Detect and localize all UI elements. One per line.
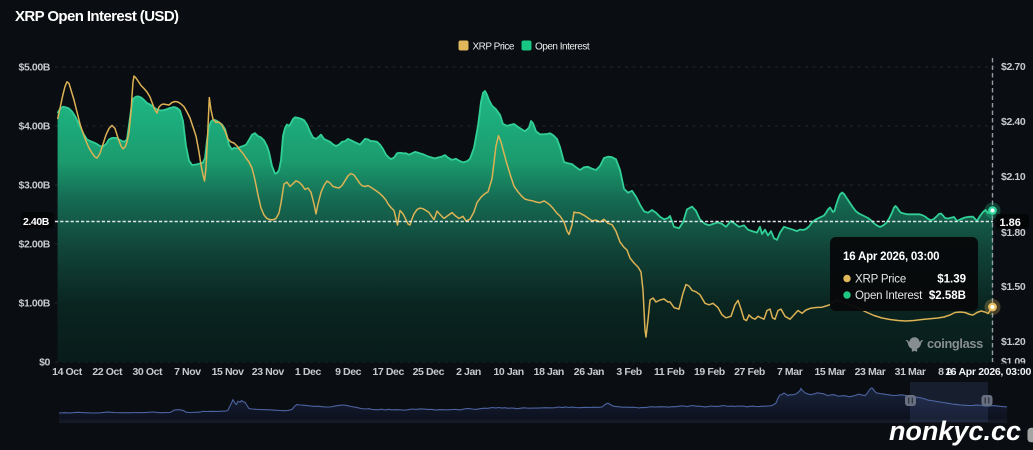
svg-text:18 Jan: 18 Jan [534, 366, 564, 378]
svg-text:14 Oct: 14 Oct [52, 366, 83, 378]
svg-text:7 Nov: 7 Nov [174, 366, 201, 378]
svg-text:$3.00B: $3.00B [19, 180, 51, 192]
svg-text:$1.39: $1.39 [937, 274, 966, 286]
svg-text:27 Feb: 27 Feb [734, 366, 765, 378]
svg-text:coinglass: coinglass [927, 336, 983, 351]
svg-text:$2.00B: $2.00B [19, 239, 51, 251]
svg-text:nonkyc.cc: nonkyc.cc [889, 416, 1021, 446]
svg-text:31 Mar: 31 Mar [895, 366, 926, 378]
svg-text:$2.58B: $2.58B [929, 290, 966, 302]
svg-text:23 Nov: 23 Nov [252, 366, 285, 378]
svg-text:11 Feb: 11 Feb [654, 366, 684, 378]
svg-text:22 Oct: 22 Oct [92, 366, 123, 378]
svg-text:15 Nov: 15 Nov [212, 366, 245, 378]
svg-text:15 Mar: 15 Mar [814, 366, 845, 378]
svg-text:Open Interest: Open Interest [855, 290, 923, 302]
svg-text:Open Interest: Open Interest [535, 42, 590, 53]
svg-text:$1.50: $1.50 [1001, 281, 1026, 293]
svg-text:25 Dec: 25 Dec [413, 366, 445, 378]
svg-text:1 Dec: 1 Dec [295, 366, 322, 378]
svg-text:23 Mar: 23 Mar [855, 366, 886, 378]
svg-text:$2.10: $2.10 [1001, 171, 1026, 183]
svg-text:2.40B: 2.40B [23, 216, 50, 228]
svg-text:$5.00B: $5.00B [19, 62, 51, 74]
svg-text:XRP Price: XRP Price [855, 274, 906, 286]
svg-text:30 Oct: 30 Oct [132, 366, 163, 378]
svg-text:$0: $0 [39, 357, 50, 369]
svg-text:10 Jan: 10 Jan [493, 366, 523, 378]
svg-text:$1.20: $1.20 [1001, 336, 1026, 348]
svg-text:$2.40: $2.40 [1001, 116, 1026, 128]
svg-text:XRP Price: XRP Price [473, 42, 515, 53]
svg-text:19 Feb: 19 Feb [694, 366, 725, 378]
svg-text:26 Jan: 26 Jan [574, 366, 604, 378]
svg-text:$1.00B: $1.00B [19, 298, 51, 310]
svg-text:1.86: 1.86 [1000, 217, 1021, 229]
svg-text:XRP Open Interest (USD): XRP Open Interest (USD) [15, 8, 179, 25]
svg-text:7 Mar: 7 Mar [777, 366, 803, 378]
svg-text:16 Apr 2026, 03:00: 16 Apr 2026, 03:00 [843, 251, 939, 263]
svg-text:17 Dec: 17 Dec [372, 366, 404, 378]
svg-text:$2.70: $2.70 [1001, 61, 1026, 73]
svg-text:3 Feb: 3 Feb [616, 366, 641, 378]
svg-text:16 Apr 2026, 03:00: 16 Apr 2026, 03:00 [945, 366, 1031, 378]
svg-text:$4.00B: $4.00B [19, 121, 51, 133]
svg-text:2 Jan: 2 Jan [456, 366, 481, 378]
svg-text:9 Dec: 9 Dec [335, 366, 362, 378]
svg-text:$1.80: $1.80 [1001, 227, 1026, 239]
